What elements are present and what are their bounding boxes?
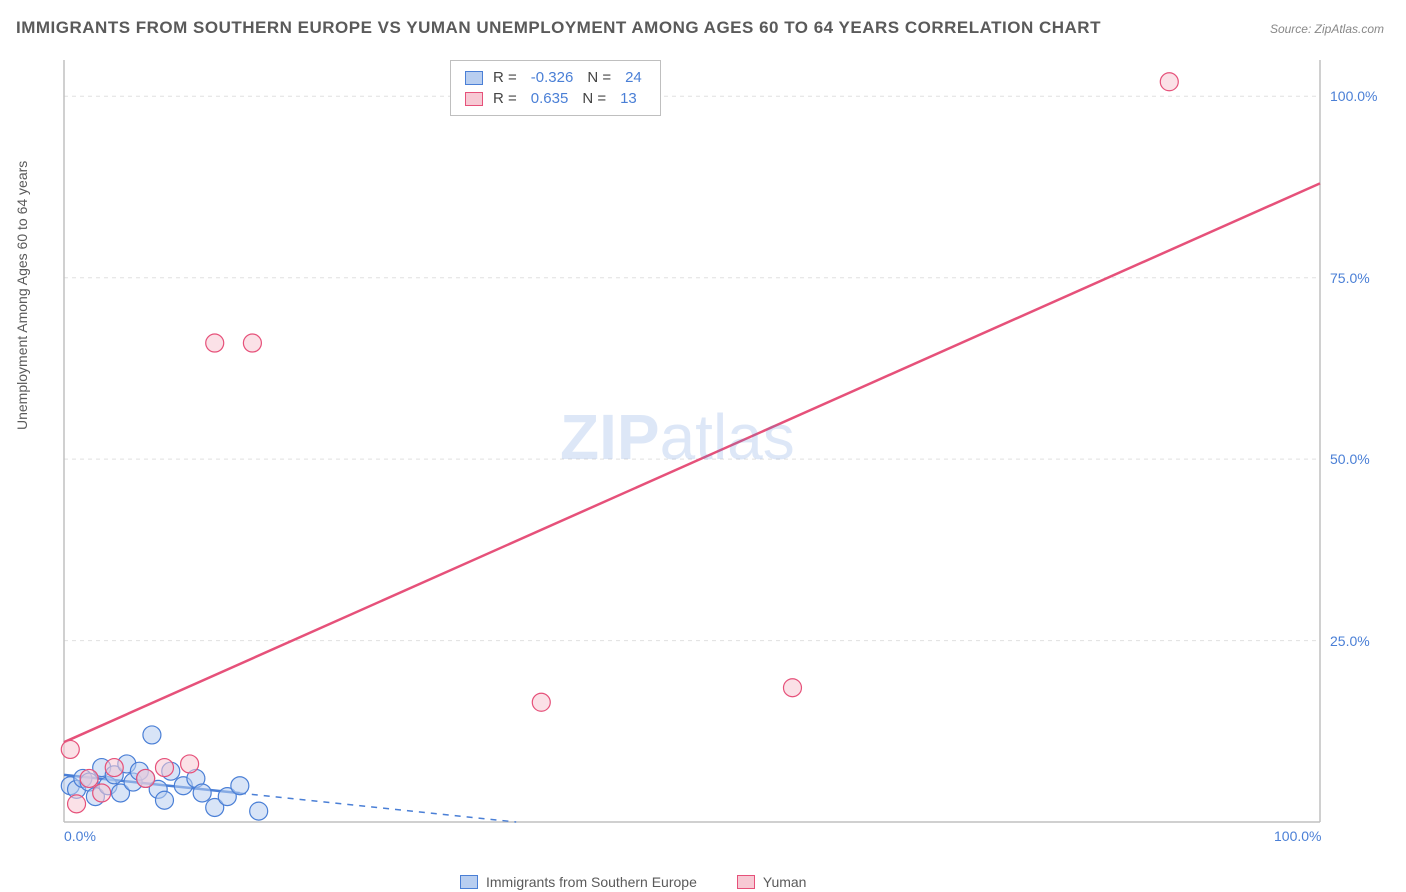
r-label: R = [493, 90, 517, 107]
y-tick-label: 100.0% [1330, 88, 1377, 104]
stats-row-series-1: R = 0.635 N = 13 [465, 88, 646, 109]
legend-item-1: Yuman [737, 874, 807, 890]
swatch-series-0 [465, 71, 483, 85]
stats-row-series-0: R = -0.326 N = 24 [465, 67, 646, 88]
scatter-plot-svg [60, 56, 1380, 852]
y-tick-label: 50.0% [1330, 451, 1370, 467]
r-label: R = [493, 69, 517, 86]
legend-swatch-0 [460, 875, 478, 889]
swatch-series-1 [465, 92, 483, 106]
legend-label-0: Immigrants from Southern Europe [486, 874, 697, 890]
chart-title: IMMIGRANTS FROM SOUTHERN EUROPE VS YUMAN… [16, 18, 1101, 38]
stats-legend-box: R = -0.326 N = 24 R = 0.635 N = 13 [450, 60, 661, 116]
legend-swatch-1 [737, 875, 755, 889]
n-label: N = [587, 69, 611, 86]
r-value-1: 0.635 [531, 90, 569, 107]
y-tick-label: 25.0% [1330, 633, 1370, 649]
legend-label-1: Yuman [763, 874, 807, 890]
legend-bottom: Immigrants from Southern Europe Yuman [460, 874, 806, 890]
n-label: N = [582, 90, 606, 107]
r-value-0: -0.326 [531, 69, 574, 86]
y-tick-label: 75.0% [1330, 270, 1370, 286]
x-tick-label: 100.0% [1274, 828, 1321, 844]
source-attribution: Source: ZipAtlas.com [1270, 22, 1384, 36]
y-axis-label: Unemployment Among Ages 60 to 64 years [14, 161, 30, 430]
chart-area [60, 56, 1380, 852]
x-tick-label: 0.0% [64, 828, 96, 844]
n-value-0: 24 [625, 69, 642, 86]
n-value-1: 13 [620, 90, 637, 107]
legend-item-0: Immigrants from Southern Europe [460, 874, 697, 890]
